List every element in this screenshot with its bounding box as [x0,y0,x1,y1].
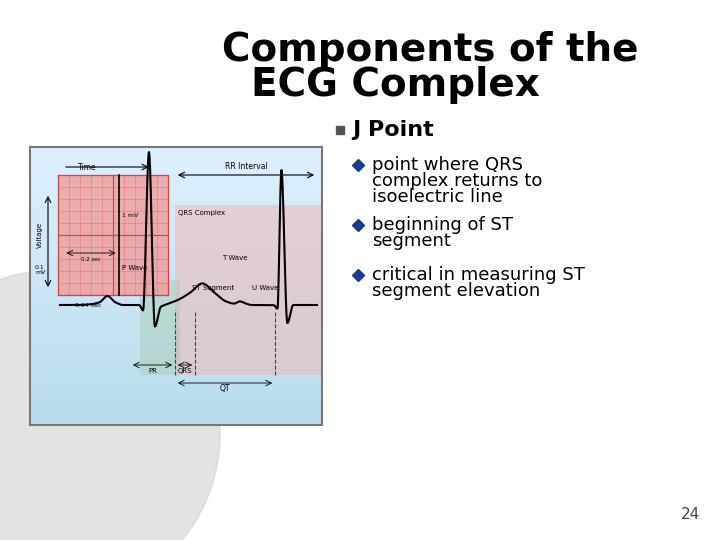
Bar [30,299,322,314]
Bar [30,174,322,188]
Text: 1 mV: 1 mV [122,213,138,218]
Bar [30,313,322,328]
Bar [30,369,322,383]
Text: segment: segment [372,232,451,250]
Text: RR Interval: RR Interval [225,162,267,171]
Text: ST Segment: ST Segment [192,285,234,291]
Bar [30,147,322,425]
Text: 24: 24 [680,507,700,522]
Bar [140,280,180,375]
Text: complex returns to: complex returns to [372,172,542,190]
Text: 0.1
mV: 0.1 mV [35,265,45,275]
Text: Components of the: Components of the [222,31,638,69]
Text: Voltage: Voltage [37,222,43,248]
Bar [30,160,322,175]
Text: QT: QT [220,384,230,393]
Text: U Wave: U Wave [252,285,279,291]
Bar [30,341,322,355]
Text: T Wave: T Wave [222,255,248,261]
Text: Time: Time [78,163,96,172]
Bar [30,286,322,300]
Bar [30,397,322,411]
Bar [30,216,322,231]
Text: critical in measuring ST: critical in measuring ST [372,266,585,284]
Bar [30,410,322,425]
Text: 0.2 sec: 0.2 sec [81,258,101,262]
Text: point where QRS: point where QRS [372,156,523,174]
Bar [30,230,322,244]
Bar [30,272,322,286]
Text: QRS Complex: QRS Complex [178,210,225,216]
Bar [30,146,322,161]
Text: J Point: J Point [352,120,433,140]
Text: P Wave: P Wave [122,265,148,271]
Bar [30,188,322,202]
Text: isoelectric line: isoelectric line [372,188,503,206]
Bar [30,383,322,397]
Bar [30,355,322,369]
Text: QRS: QRS [178,368,192,374]
Bar [30,202,322,217]
Bar [30,244,322,258]
Bar [58,175,168,295]
Circle shape [0,270,220,540]
Text: segment elevation: segment elevation [372,282,540,300]
Text: PR: PR [148,368,157,374]
Bar [30,258,322,272]
Text: 0.04 sec: 0.04 sec [75,303,102,308]
Bar [175,205,322,375]
Text: ECG Complex: ECG Complex [251,66,539,104]
Text: beginning of ST: beginning of ST [372,216,513,234]
Bar [30,327,322,342]
